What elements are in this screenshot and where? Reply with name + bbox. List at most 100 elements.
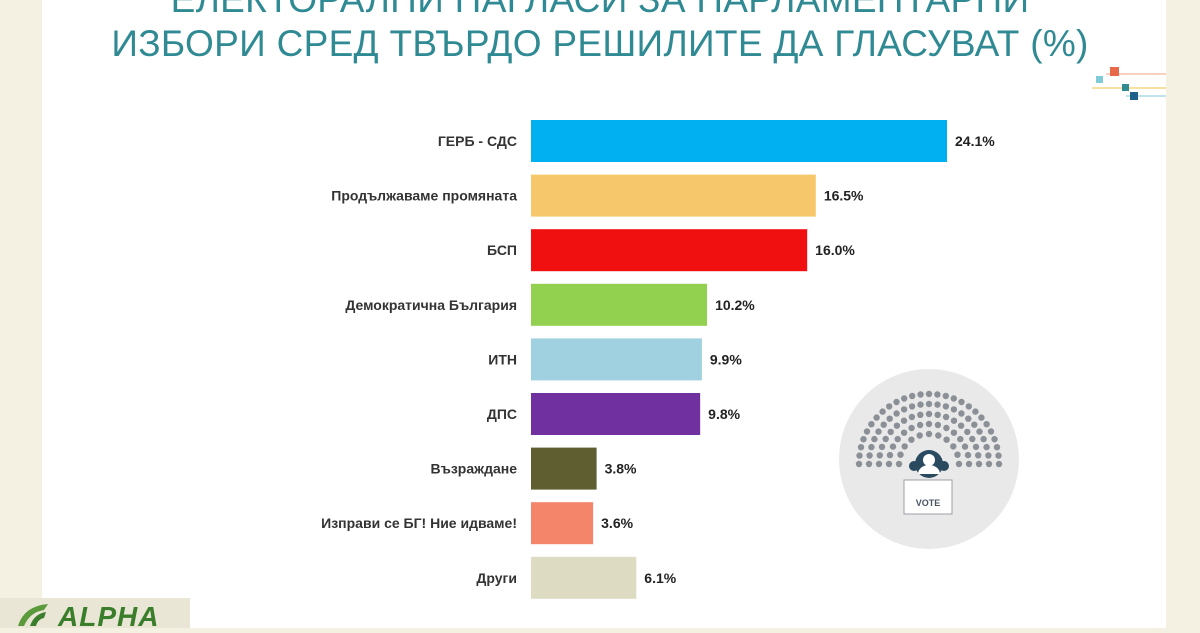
seat-dot [868,421,875,428]
bar-1 [531,174,816,217]
seat-dot [866,452,873,459]
seat-dot [958,398,965,406]
seat-dot [886,451,894,459]
seat-dot [943,424,950,432]
seat-dot [954,451,961,458]
seat-dot [917,411,924,418]
seat-dot [955,460,963,468]
category-label-5: ДПС [487,406,517,422]
category-label-2: БСП [487,242,517,258]
seat-dot [972,408,979,415]
seat-dot [964,451,972,459]
seat-dot [908,436,915,443]
seat-dot [908,403,916,410]
seat-dot [879,408,886,415]
seat-dot [978,414,985,421]
value-label-7: 3.6% [601,515,633,531]
value-label-4: 9.9% [710,351,742,367]
seat-dot [995,460,1003,468]
chart-title: ЕЛЕКТОРАЛНИ НАГЛАСИ ЗА ПАРЛАМЕНТАРНИ ИЗБ… [0,0,1200,66]
seat-dot [894,435,901,443]
seat-dot [925,390,933,398]
category-label-6: Възраждане [431,461,518,477]
seat-dot [925,410,933,418]
seat-dot [950,443,957,450]
seat-dot [860,436,867,443]
seat-dot [916,432,923,439]
category-label-7: Изправи се БГ! Ние идваме! [321,515,517,531]
seat-dot [925,430,933,438]
seat-dot [961,443,969,450]
seat-dot [908,424,915,432]
seat-dot [957,435,964,443]
seat-dot [975,460,983,468]
seat-dot [880,421,887,428]
parliament-vote-icon: VOTE [839,369,1019,549]
seat-dot [934,411,941,418]
seat-dot [983,443,990,451]
seat-dot [901,443,908,450]
seat-dot [934,421,942,429]
value-label-1: 16.5% [824,188,864,204]
seat-dot [972,443,980,451]
seat-dot [950,429,958,436]
seat-dot [893,398,900,406]
category-label-3: Демократична България [345,297,517,313]
seat-dot [942,413,950,421]
seat-dot [964,428,971,436]
alpha-research-logo: ALPHA [0,598,190,632]
seat-dot [942,403,950,410]
seat-dot [965,403,972,410]
seat-dot [893,410,900,417]
value-label-8: 6.1% [644,570,676,586]
seat-dot [887,428,894,436]
seat-dot [985,460,993,468]
category-label-1: Продължаваме промяната [331,188,517,204]
value-label-3: 10.2% [715,297,755,313]
seat-dot [900,406,908,413]
seat-dot [882,435,889,443]
seat-dot [934,391,941,398]
seat-dot [875,428,882,435]
vote-label: VOTE [916,498,941,508]
seat-dot [871,435,878,443]
bar-2 [531,229,808,272]
seat-dot [935,432,942,439]
bar-5 [531,393,701,435]
seat-dot [885,460,893,468]
seat-dot [865,460,873,468]
seat-dot [965,460,973,468]
category-label-0: ГЕРБ - СДС [438,133,517,149]
logo-arrow-icon [18,604,48,626]
bar-7 [531,502,594,545]
bar-0 [531,120,947,162]
seat-dot [886,415,893,422]
seat-dot [957,422,965,429]
seat-dot [969,435,976,443]
seat-dot [991,436,998,443]
title-line-2: ИЗБОРИ СРЕД ТВЪРДО РЕШИЛИТЕ ДА ГЛАСУВАТ … [111,23,1089,64]
seat-dot [900,417,908,424]
seat-dot [983,421,990,428]
seat-dot [900,429,908,436]
category-label-4: ИТН [488,351,517,367]
seat-dot [965,415,972,422]
bar-8 [531,556,637,599]
seat-dot [875,460,883,468]
category-label-8: Други [476,570,517,586]
seat-dot [873,414,880,421]
bar-4 [531,338,702,381]
seat-dot [976,428,983,435]
title-line-1: ЕЛЕКТОРАЛНИ НАГЛАСИ ЗА ПАРЛАМЕНТАРНИ [0,0,1200,22]
seat-dot [889,443,897,450]
bar-3 [531,283,708,326]
seat-dot [886,403,893,410]
seat-dot [893,422,901,429]
seat-dot [868,443,875,451]
seat-dot [909,392,916,400]
seat-dot [987,428,995,435]
seat-dot [925,400,933,408]
seat-dot [856,452,863,459]
seat-dot [901,395,908,402]
